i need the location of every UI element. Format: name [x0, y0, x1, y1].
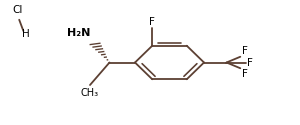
Text: Cl: Cl: [13, 5, 23, 15]
Text: F: F: [248, 58, 254, 68]
Text: F: F: [242, 46, 248, 56]
Text: H: H: [22, 29, 29, 39]
Text: F: F: [242, 69, 248, 79]
Text: CH₃: CH₃: [81, 88, 99, 98]
Text: H₂N: H₂N: [67, 28, 90, 38]
Text: F: F: [149, 17, 155, 27]
